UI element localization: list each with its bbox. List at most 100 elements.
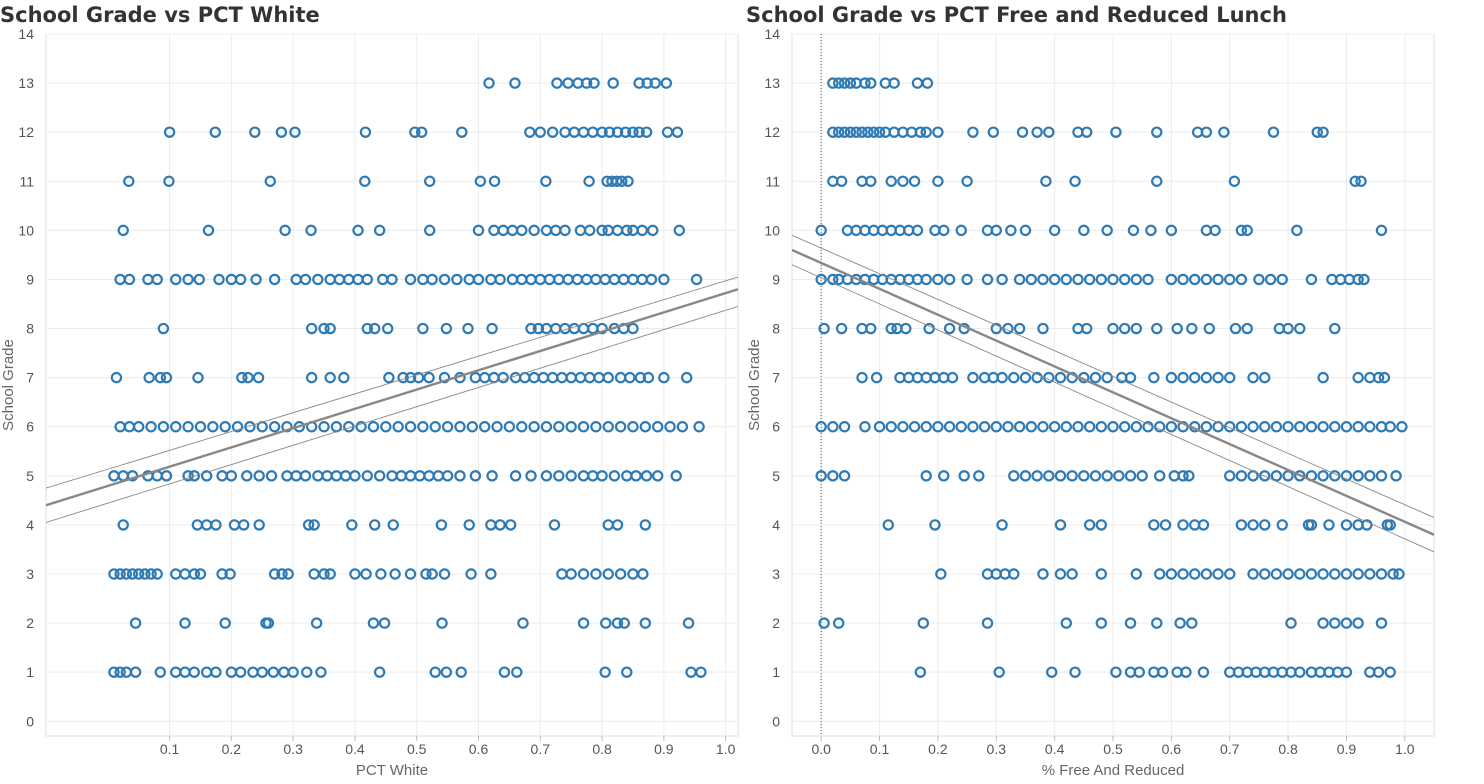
data-point bbox=[1151, 126, 1163, 138]
data-point bbox=[1130, 421, 1143, 433]
data-point bbox=[132, 421, 145, 433]
data-point bbox=[404, 273, 417, 286]
data-point bbox=[1228, 175, 1241, 187]
data-point bbox=[651, 421, 664, 433]
data-point bbox=[129, 666, 142, 678]
data-point bbox=[224, 568, 236, 580]
trend-band-lower bbox=[46, 306, 738, 523]
data-point bbox=[935, 568, 947, 580]
data-point bbox=[602, 421, 614, 433]
data-point bbox=[1212, 568, 1224, 580]
data-point bbox=[1142, 421, 1154, 433]
data-point bbox=[207, 421, 219, 433]
trend-band-upper bbox=[46, 276, 738, 489]
data-point bbox=[381, 322, 394, 335]
data-point bbox=[1384, 666, 1396, 678]
data-point bbox=[268, 273, 281, 286]
data-point bbox=[404, 421, 417, 433]
data-point bbox=[1317, 568, 1329, 580]
y-tick-label: 5 bbox=[772, 468, 780, 484]
data-point bbox=[120, 568, 133, 580]
data-point bbox=[832, 617, 845, 629]
data-point bbox=[1200, 126, 1213, 138]
data-point bbox=[885, 322, 897, 335]
data-point bbox=[856, 126, 868, 138]
data-point bbox=[651, 470, 664, 482]
data-point bbox=[639, 519, 652, 531]
data-point bbox=[145, 568, 157, 580]
data-point bbox=[990, 224, 1002, 237]
data-point bbox=[361, 273, 373, 286]
data-point bbox=[1270, 421, 1283, 433]
data-point bbox=[1151, 175, 1163, 187]
data-point bbox=[1095, 617, 1108, 629]
data-point bbox=[640, 126, 653, 138]
data-point bbox=[1040, 175, 1052, 187]
y-tick-label: 2 bbox=[772, 615, 780, 631]
data-point bbox=[465, 568, 477, 580]
data-point bbox=[838, 77, 851, 89]
data-point bbox=[577, 617, 590, 629]
data-point bbox=[145, 421, 157, 433]
data-point bbox=[415, 126, 428, 138]
data-point bbox=[305, 224, 317, 237]
data-point bbox=[540, 175, 552, 187]
data-point bbox=[1259, 470, 1271, 482]
data-point bbox=[885, 421, 897, 433]
data-point bbox=[114, 666, 126, 678]
data-point bbox=[967, 421, 979, 433]
data-point bbox=[210, 666, 222, 678]
y-tick-label: 11 bbox=[765, 173, 780, 189]
data-point bbox=[1095, 519, 1108, 531]
data-point bbox=[1089, 470, 1102, 482]
data-point bbox=[932, 421, 944, 433]
data-point bbox=[423, 224, 436, 237]
data-point bbox=[179, 617, 191, 629]
data-point bbox=[528, 224, 540, 237]
data-point bbox=[472, 224, 485, 237]
data-point bbox=[897, 175, 909, 187]
data-point bbox=[596, 126, 608, 138]
data-point bbox=[676, 421, 689, 433]
data-point bbox=[466, 421, 479, 433]
data-point bbox=[596, 322, 608, 335]
data-point bbox=[1054, 470, 1067, 482]
data-point bbox=[1177, 470, 1189, 482]
x-tick-label: 0.6 bbox=[1162, 741, 1182, 757]
y-tick-label: 10 bbox=[764, 222, 780, 238]
data-point bbox=[472, 273, 485, 286]
data-point bbox=[1095, 421, 1108, 433]
data-point bbox=[454, 421, 466, 433]
x-tick-label: 0.1 bbox=[160, 741, 180, 757]
data-point bbox=[369, 519, 381, 531]
data-point bbox=[1078, 470, 1090, 482]
x-tick-label: 0.2 bbox=[222, 741, 242, 757]
data-point bbox=[1364, 421, 1376, 433]
data-point bbox=[441, 470, 454, 482]
data-point bbox=[108, 666, 120, 678]
data-point bbox=[1124, 617, 1137, 629]
data-point bbox=[932, 175, 944, 187]
data-point bbox=[1352, 470, 1364, 482]
data-point bbox=[463, 519, 475, 531]
data-point bbox=[114, 568, 126, 580]
y-tick-label: 0 bbox=[26, 713, 34, 729]
data-point bbox=[1294, 470, 1306, 482]
data-point bbox=[1072, 421, 1084, 433]
data-point bbox=[1186, 322, 1198, 335]
data-point bbox=[417, 322, 429, 335]
data-point bbox=[1355, 175, 1367, 187]
data-point bbox=[1364, 470, 1376, 482]
data-point bbox=[1200, 273, 1213, 286]
data-point bbox=[338, 371, 350, 384]
data-point bbox=[1171, 322, 1183, 335]
data-point bbox=[1054, 519, 1067, 531]
data-point bbox=[1110, 126, 1122, 138]
data-point bbox=[1375, 617, 1388, 629]
data-point bbox=[577, 421, 590, 433]
y-tick-label: 12 bbox=[18, 124, 34, 140]
data-point bbox=[1005, 224, 1017, 237]
data-point bbox=[380, 421, 392, 433]
data-point bbox=[943, 322, 956, 335]
data-point bbox=[619, 126, 632, 138]
